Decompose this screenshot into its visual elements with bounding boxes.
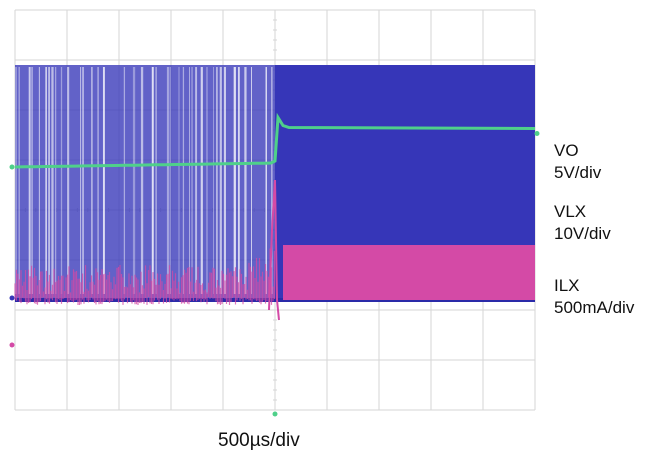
vo-ground-marker <box>9 164 15 170</box>
vo-level-marker <box>534 131 540 136</box>
ilx-ground-marker <box>9 342 15 348</box>
timebase-label: 500µs/div <box>218 430 300 451</box>
trigger-marker <box>272 411 278 417</box>
vlx-scale: 10V/div <box>554 224 611 243</box>
ilx-trace-post <box>283 245 535 300</box>
scope-traces <box>14 65 536 321</box>
vlx-ground-marker <box>9 295 15 301</box>
vo-scale: 5V/div <box>554 163 602 182</box>
vo-name: VO <box>554 141 579 160</box>
ilx-channel-label: ILX 500mA/div <box>554 275 634 319</box>
ilx-trace-pre <box>14 248 276 305</box>
vo-channel-label: VO 5V/div <box>554 140 601 184</box>
ilx-name: ILX <box>554 276 580 295</box>
vlx-name: VLX <box>554 202 587 221</box>
ilx-scale: 500mA/div <box>554 298 635 317</box>
ilx-trace-spike <box>268 179 280 321</box>
scope-markers <box>9 131 540 417</box>
vo-trace <box>14 112 536 169</box>
vlx-channel-label: VLX 10V/div <box>554 201 611 245</box>
vlx-trace-burst <box>15 65 275 300</box>
